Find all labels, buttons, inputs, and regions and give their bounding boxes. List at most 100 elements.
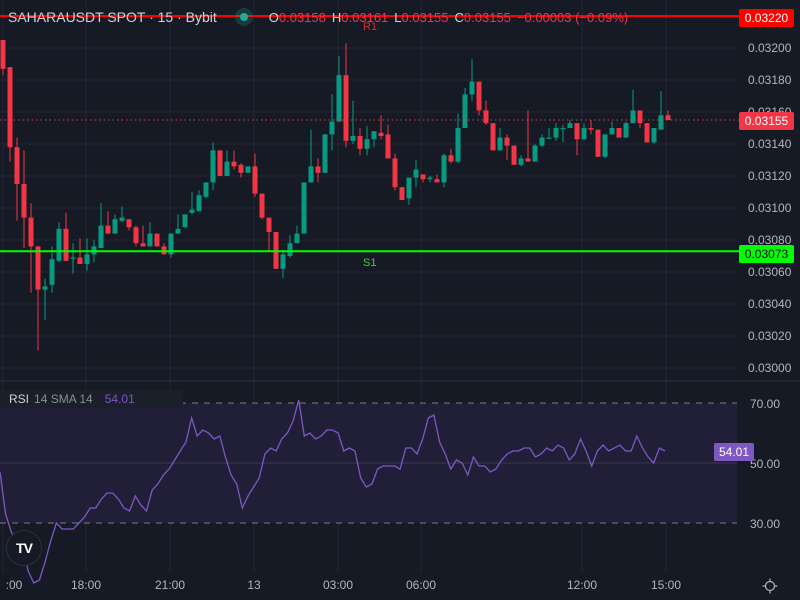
candle [49,259,55,285]
s1-label: S1 [363,257,377,269]
rsi-tick-30: 30.00 [750,517,781,531]
price-tick: 0.03140 [748,137,792,151]
rsi-params: 14 SMA 14 [34,392,93,406]
market-open-dot-icon [234,8,253,26]
candle [266,217,272,232]
candle [280,254,286,269]
candle [112,219,118,234]
candle [35,246,41,290]
candle [658,115,664,130]
candle [644,123,650,143]
price-tick: 0.03080 [748,233,792,247]
candle [182,214,188,228]
candle [364,139,370,149]
candle [231,161,237,167]
candle [371,131,377,140]
candle [98,225,104,248]
candle [504,137,510,146]
candle [448,155,454,162]
candle [133,227,139,244]
close-key: C [454,9,464,25]
symbol-title[interactable]: SAHARAUSDT SPOT · 15 · Bybit [8,9,217,25]
open-key: O [268,9,279,25]
r1-label: R1 [363,21,378,33]
candlestick-series [0,40,671,351]
candle [147,233,153,247]
candle [553,128,559,138]
candle [413,169,419,178]
candle [252,166,258,194]
high-value: 0.03161 [341,9,389,25]
candle [525,158,531,162]
candle [168,233,174,255]
candle [224,161,230,176]
candle [399,187,405,200]
candle [630,110,636,124]
price-tick: 0.03180 [748,73,792,87]
candle [476,81,482,111]
candle [385,134,391,159]
candle [546,137,552,139]
resistance-price-label: 0.03220 [739,9,794,27]
candle [518,158,524,165]
rsi-value: 54.01 [104,392,135,406]
high-key: H [331,9,342,25]
price-tick: 0.03060 [748,265,792,279]
rsi-line [0,399,666,584]
settings-gear-icon[interactable] [762,578,778,594]
candle [322,134,328,173]
candle [539,137,545,146]
candle [217,150,223,176]
candle [574,123,580,140]
candle [497,137,503,151]
close-value: 0.03155 [463,9,511,25]
candle [623,123,629,138]
open-value: 0.03158 [278,9,326,25]
candle [455,128,461,162]
rsi-name: RSI [9,392,30,406]
candle [301,182,307,234]
candle [392,158,398,188]
candle [462,94,468,128]
low-value: 0.03155 [401,9,449,25]
candle [21,184,27,218]
candle [378,132,384,136]
time-tick: :00 [5,578,23,592]
time-tick: 13 [247,578,261,592]
rsi-legend[interactable]: RSI 14 SMA 14 54.01 [0,390,183,408]
candle [588,128,594,130]
candle [105,225,111,234]
candle [609,128,615,135]
candle [420,174,426,180]
candle [175,228,181,234]
candle [441,155,447,183]
candle [637,110,643,124]
candle [196,195,202,212]
candle [28,217,34,247]
candle [259,193,265,218]
candle [532,145,538,162]
candle [42,286,48,290]
symbol-legend[interactable]: SAHARAUSDT SPOT · 15 · Bybit O 0.03158 H… [0,0,634,34]
candle [14,147,20,184]
tradingview-logo-icon[interactable]: TV [6,530,42,566]
candle [343,75,349,141]
candle [140,243,146,247]
price-tick: 0.03120 [748,169,792,183]
candle [511,145,517,165]
candle [189,209,195,213]
time-tick: 21:00 [154,578,186,592]
time-tick: 18:00 [70,578,102,592]
price-tick: 0.03000 [748,361,792,375]
candle [427,177,433,180]
rsi-tick-50: 50.00 [750,457,781,471]
candle [56,228,62,261]
candle [567,123,573,128]
time-tick: 12:00 [566,578,598,592]
candle [294,233,300,244]
candle [595,129,601,157]
candle [406,177,412,199]
candle [651,128,657,143]
rsi-tick-70: 70.00 [750,397,781,411]
